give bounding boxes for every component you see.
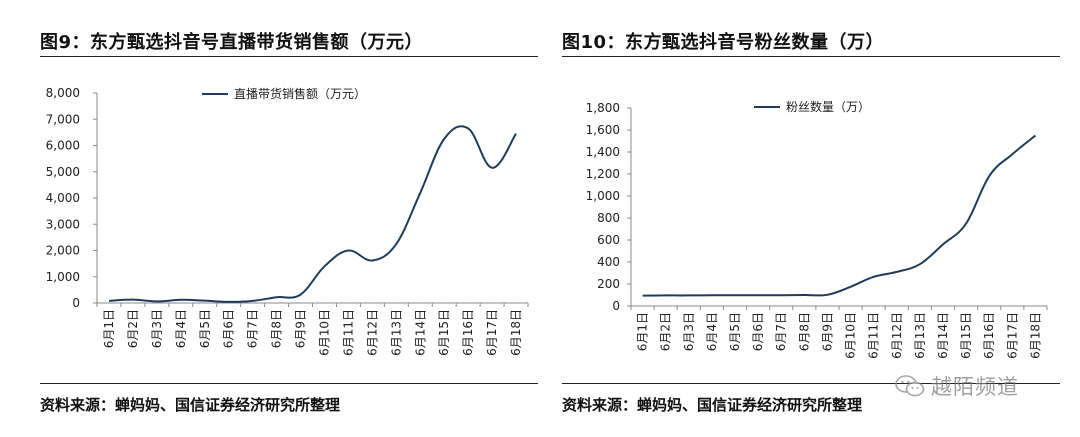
- x-tick-label: 6月9日: [294, 309, 308, 348]
- x-tick-label: 6月3日: [682, 312, 696, 351]
- x-tick-label: 6月6日: [751, 312, 765, 351]
- x-tick-label: 6月17日: [1005, 312, 1019, 359]
- watermark: 越陌频道: [895, 370, 1019, 402]
- y-tick-label: 800: [597, 211, 620, 225]
- x-tick-label: 6月1日: [102, 309, 116, 348]
- y-tick-label: 0: [72, 296, 80, 310]
- y-tick-label: 7,000: [46, 112, 80, 126]
- left-source-note: 资料来源：蝉妈妈、国信证券经济研究所整理: [40, 396, 341, 414]
- y-tick-label: 5,000: [46, 165, 80, 179]
- y-tick-label: 0: [612, 299, 620, 313]
- x-tick-label: 6月14日: [936, 312, 950, 359]
- x-tick-label: 6月18日: [1028, 312, 1042, 359]
- y-tick-label: 2,000: [46, 244, 80, 258]
- left-chart-title: 图9：东方甄选抖音号直播带货销售额（万元）: [40, 32, 424, 53]
- x-tick-label: 6月5日: [198, 309, 212, 348]
- y-tick-label: 4,000: [46, 191, 80, 205]
- series-line: [108, 125, 517, 303]
- x-tick-label: 6月12日: [890, 312, 904, 359]
- y-tick-label: 1,400: [586, 145, 620, 159]
- x-tick-label: 6月6日: [222, 309, 236, 348]
- x-tick-label: 6月12日: [365, 309, 379, 356]
- y-tick-label: 1,600: [586, 123, 620, 137]
- right-chart-title: 图10：东方甄选抖音号粉丝数量（万）: [562, 32, 885, 53]
- y-tick-label: 6,000: [46, 139, 80, 153]
- x-tick-label: 6月2日: [659, 312, 673, 351]
- x-tick-label: 6月4日: [705, 312, 719, 351]
- x-tick-label: 6月15日: [437, 309, 451, 356]
- x-tick-label: 6月5日: [728, 312, 742, 351]
- y-tick-label: 8,000: [46, 86, 80, 100]
- legend-label: 直播带货销售额（万元）: [234, 86, 366, 101]
- x-tick-label: 6月18日: [509, 309, 523, 356]
- x-tick-label: 6月16日: [461, 309, 475, 356]
- x-tick-label: 6月8日: [797, 312, 811, 351]
- x-tick-label: 6月7日: [774, 312, 788, 351]
- y-tick-label: 1,000: [46, 270, 80, 284]
- right-line-chart: 0 200 400 600 800 1,000 1,200 1,400 1,600 1,800 6月…: [586, 99, 1048, 359]
- left-source-rule: [40, 383, 538, 384]
- y-tick-label: 400: [597, 255, 620, 269]
- x-tick-label: 6月15日: [959, 312, 973, 359]
- x-tick-label: 6月13日: [389, 309, 403, 356]
- x-tick-label: 6月4日: [174, 309, 188, 348]
- y-tick-label: 1,800: [586, 101, 620, 115]
- left-line-chart: 0 1,000 2,000 3,000 4,000 5,000 6,000 7,000 8,00…: [46, 86, 529, 356]
- series-line: [642, 134, 1037, 297]
- x-tick-label: 6月9日: [820, 312, 834, 351]
- right-source-rule: [562, 383, 1060, 384]
- y-tick-label: 200: [597, 277, 620, 291]
- right-title-rule: [562, 56, 1060, 57]
- x-tick-label: 6月10日: [317, 309, 331, 356]
- x-tick-label: 6月1日: [636, 312, 650, 351]
- x-tick-label: 6月3日: [150, 309, 164, 348]
- left-title-rule: [40, 56, 538, 57]
- x-tick-label: 6月13日: [913, 312, 927, 359]
- x-tick-label: 6月11日: [867, 312, 881, 359]
- x-tick-label: 6月14日: [413, 309, 427, 356]
- watermark-text: 越陌频道: [931, 375, 1019, 399]
- x-tick-label: 6月2日: [126, 309, 140, 348]
- legend-label: 粉丝数量（万）: [786, 99, 870, 114]
- right-source-note: 资料来源：蝉妈妈、国信证券经济研究所整理: [562, 396, 863, 414]
- wechat-icon: [895, 374, 925, 398]
- y-tick-label: 3,000: [46, 217, 80, 231]
- y-tick-label: 1,000: [586, 189, 620, 203]
- x-tick-label: 6月10日: [844, 312, 858, 359]
- x-tick-label: 6月17日: [485, 309, 499, 356]
- left-chart-panel: 图9：东方甄选抖音号直播带货销售额（万元） 0 1,000 2,000 3,000 4,…: [40, 0, 538, 437]
- x-tick-label: 6月16日: [982, 312, 996, 359]
- y-tick-label: 1,200: [586, 167, 620, 181]
- x-tick-label: 6月8日: [270, 309, 284, 348]
- y-tick-label: 600: [597, 233, 620, 247]
- right-chart-panel: 图10：东方甄选抖音号粉丝数量（万） 0 200 400 600 800 1,000 1,2…: [562, 0, 1060, 437]
- x-tick-label: 6月11日: [341, 309, 355, 356]
- x-tick-label: 6月7日: [246, 309, 260, 348]
